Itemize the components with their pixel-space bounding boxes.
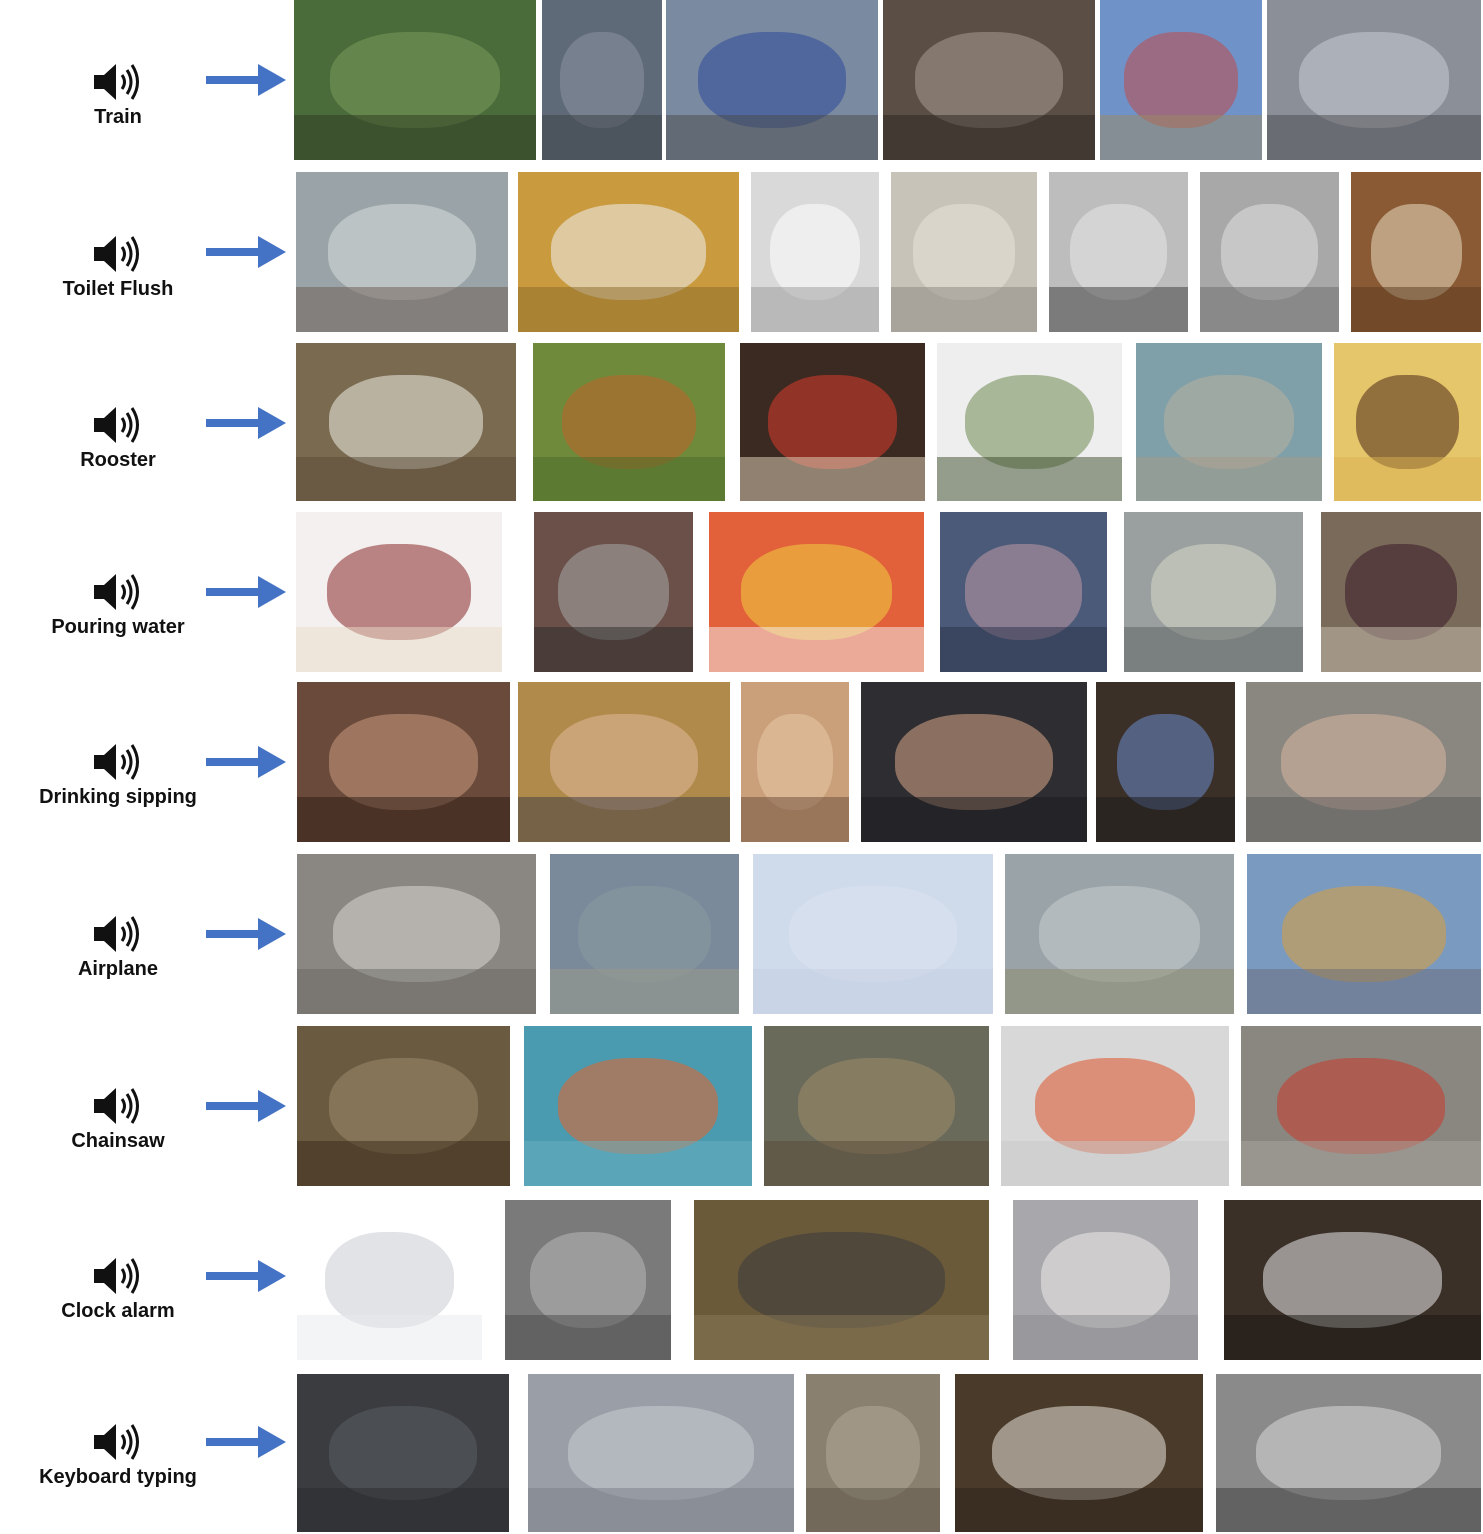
row-label-block: Pouring water	[18, 572, 218, 639]
image-tile[interactable]	[883, 0, 1095, 160]
speaker-icon[interactable]	[92, 405, 144, 445]
image-tile[interactable]	[550, 854, 739, 1014]
image-tile[interactable]	[297, 854, 536, 1014]
image-tile[interactable]	[1124, 512, 1303, 672]
row-label: Train	[94, 106, 142, 128]
row-label: Pouring water	[51, 616, 185, 638]
speaker-icon[interactable]	[92, 62, 144, 102]
arrow-right-icon	[206, 1260, 286, 1292]
row-label: Airplane	[77, 958, 159, 980]
image-tile[interactable]	[297, 1374, 509, 1532]
arrow-right-icon	[206, 1090, 286, 1122]
image-tile[interactable]	[709, 512, 924, 672]
image-tile[interactable]	[940, 512, 1107, 672]
row-label: Toilet Flush	[62, 278, 174, 300]
row-label-block: Rooster	[18, 405, 218, 472]
row-label: Keyboard typing	[39, 1466, 197, 1488]
image-tile[interactable]	[1247, 854, 1481, 1014]
image-tile[interactable]	[1096, 682, 1235, 842]
speaker-icon[interactable]	[92, 914, 144, 954]
image-tile[interactable]	[1224, 1200, 1481, 1360]
image-tile[interactable]	[296, 172, 508, 332]
image-tile[interactable]	[297, 1200, 482, 1360]
speaker-icon[interactable]	[92, 1086, 144, 1126]
image-tile[interactable]	[741, 682, 849, 842]
speaker-icon[interactable]	[92, 234, 144, 274]
row-label-block: Chainsaw	[18, 1086, 218, 1153]
row-label: Rooster	[80, 449, 156, 471]
image-tile[interactable]	[1005, 854, 1234, 1014]
arrow-right-icon	[206, 236, 286, 268]
row-label-block: Train	[18, 62, 218, 129]
image-tile[interactable]	[1351, 172, 1481, 332]
image-tile[interactable]	[694, 1200, 989, 1360]
image-tile[interactable]	[1321, 512, 1481, 672]
image-tile[interactable]	[1013, 1200, 1198, 1360]
row-label: Chainsaw	[71, 1130, 165, 1152]
speaker-icon[interactable]	[92, 1422, 144, 1462]
image-tile[interactable]	[1334, 343, 1481, 501]
arrow-right-icon	[206, 407, 286, 439]
image-tile[interactable]	[542, 0, 662, 160]
image-tile[interactable]	[297, 1026, 510, 1186]
image-tile[interactable]	[1267, 0, 1481, 160]
row-label-block: Clock alarm	[18, 1256, 218, 1323]
arrow-right-icon	[206, 64, 286, 96]
image-tile[interactable]	[528, 1374, 794, 1532]
image-tile[interactable]	[955, 1374, 1203, 1532]
row-label-block: Airplane	[18, 914, 218, 981]
image-tile[interactable]	[533, 343, 725, 501]
image-tile[interactable]	[740, 343, 925, 501]
arrow-right-icon	[206, 918, 286, 950]
image-tile[interactable]	[1216, 1374, 1481, 1532]
image-tile[interactable]	[1246, 682, 1481, 842]
speaker-icon[interactable]	[92, 742, 144, 782]
image-tile[interactable]	[891, 172, 1037, 332]
speaker-icon[interactable]	[92, 572, 144, 612]
image-tile[interactable]	[297, 682, 510, 842]
image-tile[interactable]	[505, 1200, 671, 1360]
image-tile[interactable]	[1136, 343, 1322, 501]
row-label-block: Toilet Flush	[18, 234, 218, 301]
arrow-right-icon	[206, 746, 286, 778]
image-tile[interactable]	[518, 172, 739, 332]
image-tile[interactable]	[753, 854, 993, 1014]
image-tile[interactable]	[806, 1374, 940, 1532]
image-tile[interactable]	[534, 512, 693, 672]
image-tile[interactable]	[1049, 172, 1188, 332]
image-tile[interactable]	[937, 343, 1122, 501]
image-tile[interactable]	[524, 1026, 752, 1186]
image-tile[interactable]	[764, 1026, 989, 1186]
row-label-block: Drinking sipping	[18, 742, 218, 809]
image-tile[interactable]	[861, 682, 1087, 842]
row-label: Clock alarm	[61, 1300, 175, 1322]
image-tile[interactable]	[296, 512, 502, 672]
image-tile[interactable]	[1100, 0, 1262, 160]
speaker-icon[interactable]	[92, 1256, 144, 1296]
image-tile[interactable]	[1001, 1026, 1229, 1186]
image-tile[interactable]	[1241, 1026, 1481, 1186]
row-label: Drinking sipping	[39, 786, 197, 808]
arrow-right-icon	[206, 576, 286, 608]
image-tile[interactable]	[518, 682, 730, 842]
image-tile[interactable]	[1200, 172, 1339, 332]
arrow-right-icon	[206, 1426, 286, 1458]
image-tile[interactable]	[666, 0, 878, 160]
image-tile[interactable]	[294, 0, 536, 160]
image-tile[interactable]	[296, 343, 516, 501]
image-tile[interactable]	[751, 172, 879, 332]
row-label-block: Keyboard typing	[18, 1422, 218, 1489]
